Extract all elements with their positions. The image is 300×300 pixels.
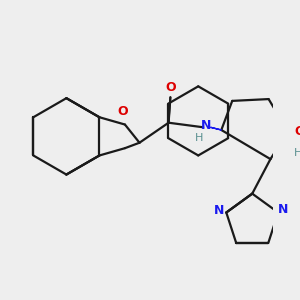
Polygon shape bbox=[210, 127, 221, 130]
Text: N: N bbox=[201, 119, 211, 132]
Text: H: H bbox=[195, 133, 204, 143]
Text: O: O bbox=[294, 125, 300, 138]
Text: H: H bbox=[293, 148, 300, 158]
Text: N: N bbox=[214, 204, 224, 217]
Text: N: N bbox=[278, 203, 288, 216]
Text: O: O bbox=[118, 105, 128, 118]
Text: O: O bbox=[165, 81, 176, 94]
